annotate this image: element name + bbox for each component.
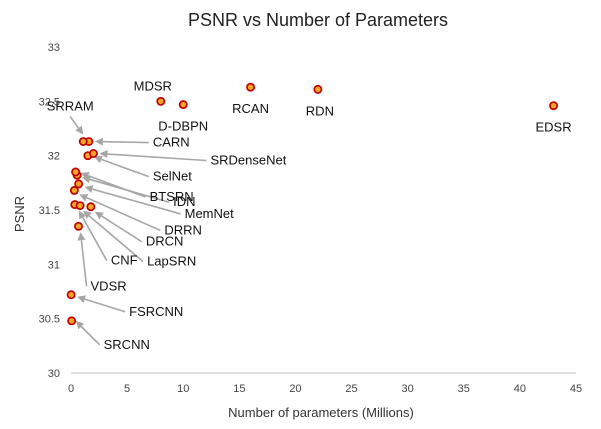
x-axis-label: Number of parameters (Millions) [228,405,414,420]
label-arrow-line [87,174,146,198]
label-arrow-head [94,211,104,220]
label-arrow-line [92,188,181,215]
point-label: DRCN [146,234,184,249]
point-label: EDSR [535,120,571,135]
chart-title: PSNR vs Number of Parameters [188,10,448,30]
data-point [313,84,323,94]
point-label: SRDenseNet [210,152,286,167]
data-point [88,149,98,158]
data-point [156,96,166,106]
label-arrow-line [82,217,108,261]
point-label: CNF [111,253,138,268]
data-point [78,137,88,146]
data-point [549,101,559,111]
data-point [66,290,76,300]
point-label: LapSRN [147,254,196,269]
point-label: IDN [173,194,195,209]
y-tick-label: 31.5 [39,205,60,217]
label-arrow-head [83,210,92,219]
label-arrow-head [77,295,86,303]
point-label: RDN [306,103,334,118]
data-point [86,202,96,212]
x-tick-label: 20 [289,383,301,395]
x-tick-label: 35 [458,383,470,395]
x-tick-label: 5 [124,383,130,395]
label-arrow-head [82,175,91,184]
y-tick-label: 32.5 [39,96,60,108]
x-tick-label: 40 [514,383,526,395]
label-arrow-line [86,196,161,232]
point-label: VDSR [91,278,127,293]
label-arrow-line [80,240,88,287]
x-tick-label: 10 [177,383,189,395]
point-label: FSRCNN [129,304,183,319]
point-label: RCAN [232,101,269,116]
point-label: MemNet [185,206,235,221]
y-tick-label: 31 [48,259,60,271]
x-tick-label: 0 [68,383,74,395]
data-point [178,100,188,110]
x-tick-label: 45 [570,383,582,395]
label-arrow-head [93,155,103,164]
data-point [246,82,256,92]
label-arrow-head [75,125,84,135]
y-tick-label: 33 [48,42,60,54]
y-tick-label: 30.5 [39,314,60,326]
label-arrow-line [107,153,207,162]
label-arrow-line [101,158,150,178]
y-axis-label: PSNR [12,196,27,232]
y-tick-label: 32 [48,151,60,163]
point-label: BTSRN [150,189,194,204]
label-arrow-line [102,140,149,144]
label-arrow-head [78,210,87,220]
label-arrow-head [77,232,86,241]
data-point [71,167,81,177]
data-point [75,201,85,211]
data-point [74,221,83,231]
x-tick-label: 25 [345,383,357,395]
data-point [74,179,84,189]
point-label: SRRAM [47,99,94,114]
point-label: CARN [153,135,190,150]
label-arrow-head [99,150,108,159]
label-arrow-head [79,194,89,202]
y-tick-label: 30 [48,368,60,380]
label-arrow-line [88,215,144,263]
label-arrow-head [84,185,94,193]
point-label: SRCNN [104,337,150,352]
label-arrow-head [75,320,85,330]
label-arrow-head [94,137,103,146]
label-arrow-head [80,171,90,180]
label-arrow-line [80,325,101,346]
point-label: DRRN [164,222,202,237]
data-points [66,82,559,326]
data-point [67,316,77,326]
label-arrows [69,116,207,346]
point-label: SelNet [153,169,192,184]
label-arrow-line [84,298,126,313]
point-label: MDSR [134,78,172,93]
axes: 0 5 10 15 20 25 30 35 40 45 30 30.5 31 31.5 32 32.5 33 [39,42,583,395]
data-point [69,185,79,195]
label-arrow-line [69,116,80,129]
x-tick-label: 15 [233,383,245,395]
x-tick-label: 30 [402,383,414,395]
point-label: D-DBPN [158,119,208,134]
label-arrow-line [101,215,143,243]
